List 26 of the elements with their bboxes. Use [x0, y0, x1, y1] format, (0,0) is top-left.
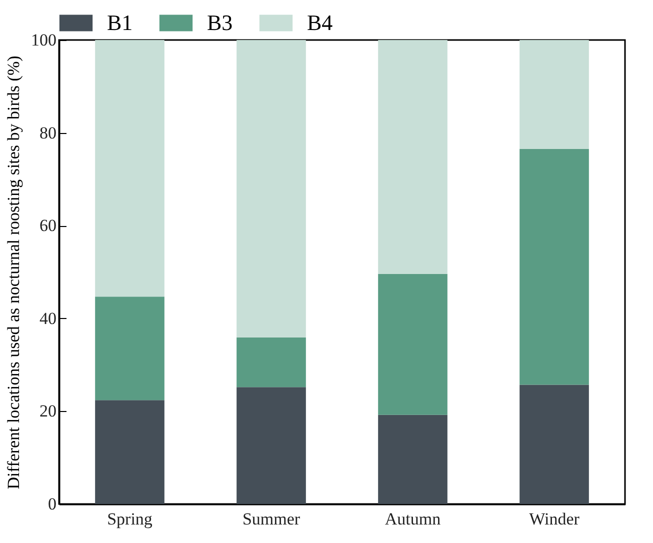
x-tick-label: Winder — [529, 510, 580, 528]
bar — [95, 40, 164, 297]
y-tick-label: 40 — [40, 308, 56, 328]
bar — [378, 274, 448, 415]
y-tick-label: 80 — [40, 123, 56, 142]
x-tick-label: Summer — [242, 510, 300, 528]
legend-label: B1 — [107, 10, 133, 35]
bar — [236, 387, 306, 504]
bar — [378, 414, 448, 504]
bar — [95, 400, 164, 504]
y-tick-label: 100 — [31, 30, 56, 50]
y-tick-label: 20 — [40, 402, 56, 421]
bar — [520, 149, 589, 385]
legend-label: B3 — [207, 10, 233, 35]
y-axis-title: Different locations used as nocturnal roosting sites by birds (%) — [4, 56, 23, 490]
bar — [520, 384, 589, 504]
bar — [236, 40, 306, 338]
y-tick-label: 60 — [40, 216, 56, 236]
y-tick-label: 0 — [48, 494, 56, 514]
bar — [378, 40, 448, 274]
x-tick-label: Spring — [107, 510, 153, 528]
x-tick-label: Autumn — [384, 510, 442, 528]
bar — [520, 40, 589, 150]
bar — [95, 296, 164, 400]
legend-label: B4 — [307, 10, 333, 35]
bar — [236, 337, 306, 388]
